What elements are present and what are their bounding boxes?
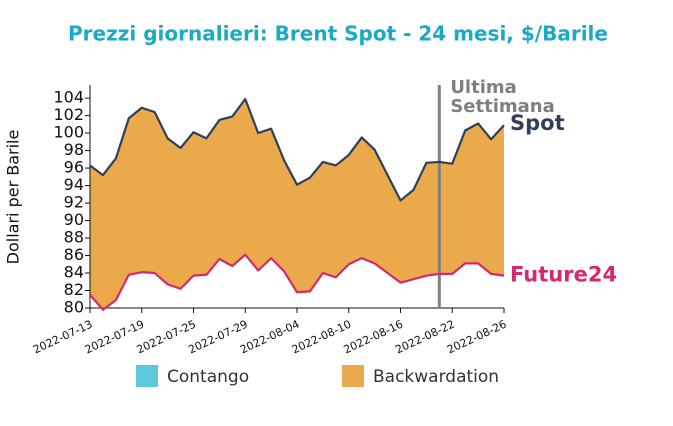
y-tick-label: 82 [64, 280, 84, 299]
y-tick-label: 92 [64, 193, 84, 212]
series-line [89, 97, 505, 202]
chart-title: Prezzi giornalieri: Brent Spot - 24 mesi… [68, 22, 608, 46]
legend-swatch [342, 365, 364, 387]
y-tick-label: 86 [64, 245, 84, 264]
legend-label: Backwardation [373, 367, 499, 387]
y-tick-label: 98 [64, 140, 84, 159]
series-line [89, 253, 505, 311]
annotation-text: Ultima [450, 77, 516, 98]
series-label: Future24 [510, 263, 617, 287]
y-tick-label: 100 [53, 123, 84, 142]
y-tick-label: 94 [64, 175, 84, 194]
y-tick-label: 96 [64, 158, 84, 177]
y-tick-label: 88 [64, 228, 84, 247]
y-tick-label: 80 [64, 298, 84, 317]
y-axis-label: Dollari per Barile [4, 130, 23, 265]
legend-swatch [136, 365, 158, 387]
x-tick-label: 2022-08-26 [445, 318, 508, 357]
y-tick-label: 102 [53, 105, 84, 124]
y-tick-label: 84 [64, 263, 84, 282]
legend-label: Contango [167, 367, 249, 387]
backwardation-area [90, 98, 504, 310]
series-label: Spot [510, 111, 565, 135]
y-tick-label: 90 [64, 210, 84, 229]
annotation-text: Settimana [450, 96, 554, 117]
y-tick-label: 104 [53, 88, 84, 107]
